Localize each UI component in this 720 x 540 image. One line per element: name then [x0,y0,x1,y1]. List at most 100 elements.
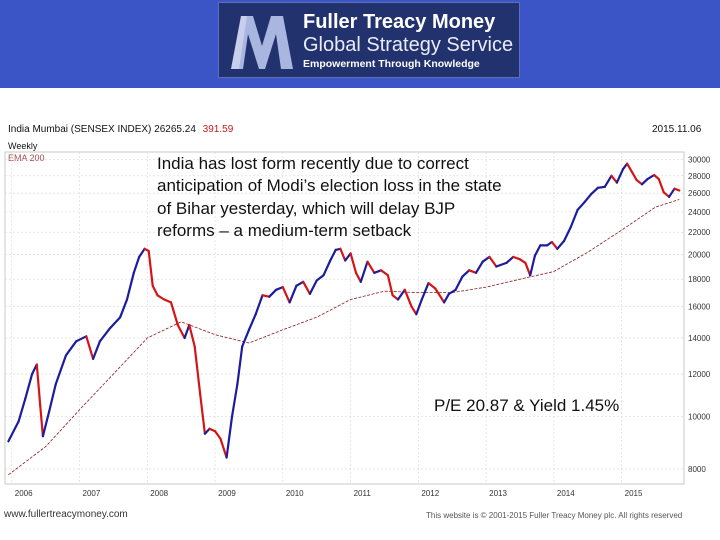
price-segment [512,255,522,261]
price-segment [630,170,638,182]
price-segment [344,252,352,262]
price-segment [481,255,491,263]
copyright-text: This website is © 2001-2015 Fuller Treac… [426,511,683,520]
price-segment [596,185,606,189]
price-segment [169,301,179,327]
x-tick-label: 2012 [421,489,439,498]
price-segment [156,294,166,301]
price-segment [219,437,228,459]
website-link[interactable]: www.fullertreacymoney.com [4,509,128,520]
price-segment [98,327,112,343]
y-tick-label: 10000 [688,413,711,422]
price-segment [236,345,244,386]
brand-service: Global Strategy Service [303,34,514,56]
brand-tagline: Empowerment Through Knowledge [303,58,480,70]
price-segment [47,382,57,414]
y-tick-label: 28000 [688,172,711,181]
price-segment [193,345,202,396]
price-segment [261,294,271,298]
price-segment [673,187,681,192]
chart-title: India Mumbai (SENSEX INDEX) 26265.24 391… [8,124,233,135]
price-segment [315,274,325,282]
price-segment [241,328,251,348]
x-tick-label: 2013 [489,489,507,498]
chart-date: 2015.11.06 [652,124,702,135]
price-segment [132,255,141,274]
price-segment [615,168,625,184]
price-segment [662,191,671,198]
price-segment [247,313,257,331]
price-segment [339,247,347,262]
header-banner: Fuller Treacy Money Global Strategy Serv… [0,0,720,88]
price-segment [230,382,239,418]
price-segment [635,178,644,186]
price-segment [54,354,68,386]
price-segment [533,244,542,257]
price-segment [495,261,508,268]
fuller-treacy-money-logo-icon [231,16,293,69]
price-segment [461,269,471,278]
price-segment [556,239,566,250]
price-segment [667,187,676,198]
price-segment [108,316,122,330]
price-segment [657,178,665,194]
price-segment [359,260,369,283]
price-segment [268,288,278,298]
brand-name: Fuller Treacy Money [303,11,496,33]
price-segment [524,261,532,277]
price-segment [176,323,186,340]
price-segment [386,274,394,297]
annotation-text: India has lost form recently due to corr… [157,154,502,241]
price-segment [85,335,95,360]
price-segment [35,363,42,407]
chart-title-text: India Mumbai (SENSEX INDEX) [8,124,152,135]
price-segment [443,292,450,304]
price-segment [119,298,129,319]
price-segment [434,287,446,304]
x-tick-label: 2011 [354,489,372,498]
logo-box: Fuller Treacy Money Global Strategy Serv… [218,2,520,78]
price-segment [302,280,311,295]
price-segment [254,294,264,316]
price-segment [468,269,478,274]
frequency-label: Weekly [8,141,38,151]
chart-grid [4,151,685,485]
y-tick-label: 20000 [688,251,711,260]
price-segment [396,288,406,301]
price-segment [39,404,45,438]
y-tick-label: 18000 [688,275,711,284]
price-segment [151,284,159,297]
price-segment [610,174,619,184]
price-segment [75,335,88,343]
price-segment [420,282,430,301]
price-segment [91,340,102,360]
x-tick-label: 2014 [557,489,575,498]
price-segment [427,282,437,290]
x-tick-label: 2007 [83,489,101,498]
price-segment [380,269,389,277]
price-segment [569,208,579,229]
price-segment [329,248,337,262]
price-segment [163,298,173,304]
price-segment [225,415,234,459]
price-segment [391,294,400,301]
price-segment [354,271,362,283]
ema-200-line [8,199,680,476]
valuation-label: P/E 20.87 & Yield 1.45% [434,396,620,415]
x-tick-label: 2006 [15,489,33,498]
x-tick-label: 2015 [625,489,643,498]
price-segment [183,323,191,340]
price-segment [474,260,484,274]
price-segment [640,178,649,186]
price-segment [447,288,457,295]
price-segment [603,174,613,188]
price-segment [199,393,206,435]
price-segment [646,173,656,181]
y-tick-label: 30000 [688,156,711,165]
ema-label: EMA 200 [8,153,45,163]
price-segment [64,340,78,357]
y-tick-label: 24000 [688,208,711,217]
price-segment [188,323,196,348]
price-segment [583,193,593,204]
